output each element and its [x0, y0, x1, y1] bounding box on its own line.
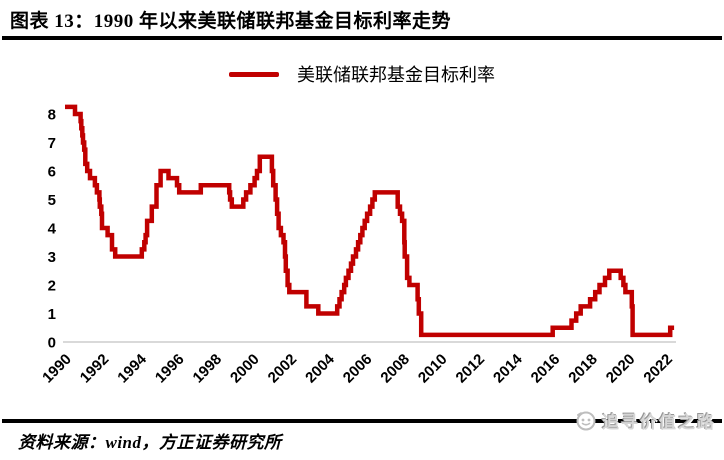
chart-title: 图表 13：1990 年以来美联储联邦基金目标利率走势	[10, 11, 452, 32]
y-tick-label: 4	[48, 221, 57, 238]
x-tick-label: 2004	[302, 350, 338, 386]
x-tick-label: 2008	[377, 351, 413, 387]
legend-label: 美联储联邦基金目标利率	[297, 65, 495, 85]
x-tick-label: 2014	[490, 350, 526, 386]
title-divider	[2, 36, 722, 40]
source-note: 资料来源：wind，方正证券研究所	[18, 433, 282, 452]
x-tick-label: 2012	[453, 351, 489, 387]
watermark: 追寻价值之路	[575, 408, 716, 433]
legend-line-swatch	[229, 71, 279, 77]
x-tick-label: 1994	[114, 350, 150, 386]
y-tick-label: 7	[48, 135, 56, 152]
x-tick-label: 2022	[640, 351, 676, 387]
x-tick-label: 2018	[565, 351, 601, 387]
y-tick-label: 8	[48, 107, 56, 124]
y-tick-label: 2	[48, 278, 56, 295]
x-tick-label: 1998	[190, 351, 226, 387]
y-tick-label: 6	[48, 164, 56, 181]
y-tick-label: 0	[48, 335, 56, 352]
x-tick-label: 2016	[528, 351, 564, 387]
x-tick-label: 2000	[227, 351, 263, 387]
x-tick-label: 2006	[340, 351, 376, 387]
target-rate-series-line	[65, 104, 675, 338]
watermark-face-icon	[576, 411, 596, 430]
y-tick-label: 3	[48, 249, 56, 266]
x-tick-label: 2002	[265, 351, 301, 387]
x-tick-label: 2010	[415, 351, 451, 387]
x-tick-label: 1990	[39, 351, 75, 387]
x-tick-label: 1992	[77, 351, 113, 387]
chart-legend: 美联储联邦基金目标利率	[0, 61, 724, 87]
x-tick-label: 2020	[603, 351, 639, 387]
y-tick-label: 1	[48, 306, 56, 323]
y-tick-label: 5	[48, 192, 56, 209]
watermark-label: 追寻价值之路	[602, 413, 716, 432]
footer-divider	[2, 419, 722, 423]
x-tick-label: 1996	[152, 351, 188, 387]
